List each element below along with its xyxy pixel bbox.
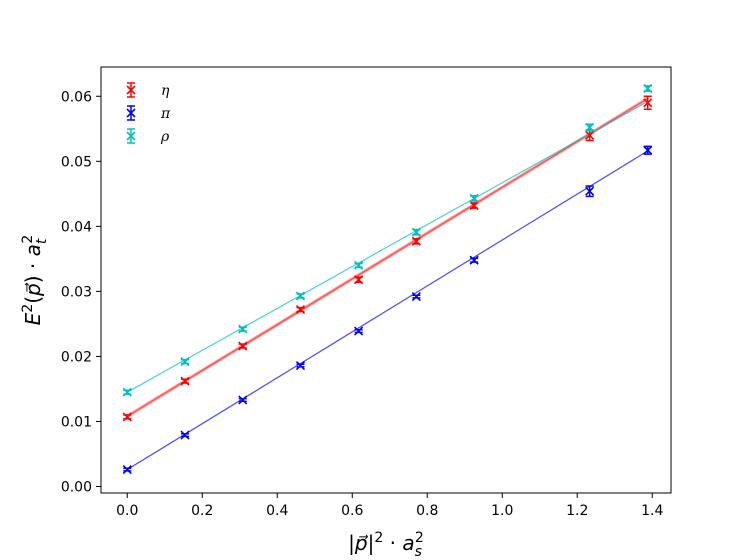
x-marker — [469, 200, 479, 211]
legend-label: π — [160, 106, 171, 122]
data-point — [295, 305, 306, 315]
x-marker — [411, 227, 421, 237]
data-point — [295, 291, 306, 301]
fit-line — [126, 150, 649, 471]
data-point — [354, 260, 364, 270]
legend-label: η — [161, 83, 170, 99]
fit-line — [126, 100, 649, 393]
plot-frame — [100, 66, 672, 494]
data-point — [238, 341, 248, 351]
legend: ηπρ — [126, 82, 171, 145]
fit-line — [126, 97, 649, 417]
x-tick-label: 1.0 — [491, 503, 513, 519]
x-marker — [585, 122, 595, 133]
x-marker — [180, 357, 190, 367]
x-marker — [643, 98, 653, 108]
data-point — [238, 324, 248, 334]
data-point — [180, 430, 190, 440]
x-marker — [411, 292, 421, 302]
data-point — [238, 395, 248, 405]
data-points — [122, 83, 653, 475]
x-marker — [295, 360, 306, 371]
y-tick-label: 0.04 — [61, 219, 92, 235]
legend-item: ρ — [126, 128, 170, 145]
x-tick-label: 1.2 — [566, 503, 588, 519]
y-tick-label: 0.01 — [61, 414, 92, 430]
x-marker — [643, 83, 653, 94]
data-point — [585, 185, 595, 198]
x-tick-label: 0.4 — [266, 503, 288, 519]
y-tick-label: 0.02 — [61, 349, 92, 365]
data-point — [411, 292, 421, 302]
x-marker — [238, 341, 248, 351]
x-axis: 0.0 0.2 0.4 0.6 0.8 1.0 1.2 1.4 — [116, 493, 663, 519]
x-marker — [411, 236, 421, 246]
data-point — [354, 326, 364, 336]
y-axis: 0.00 0.01 0.02 0.03 0.04 0.05 0.06 — [61, 89, 101, 495]
x-marker — [180, 430, 190, 440]
data-point — [469, 200, 479, 211]
x-marker — [585, 186, 595, 196]
x-tick-label: 0.6 — [341, 503, 363, 519]
x-marker — [122, 465, 132, 475]
x-marker — [238, 395, 248, 405]
x-marker — [354, 326, 364, 336]
x-marker — [295, 305, 306, 315]
x-marker — [122, 387, 132, 397]
x-tick-label: 0.0 — [116, 503, 138, 519]
x-marker — [585, 130, 595, 140]
x-marker — [469, 193, 479, 203]
legend-item: π — [126, 105, 171, 122]
y-tick-label: 0.05 — [61, 154, 92, 170]
data-point — [354, 275, 364, 285]
x-tick-label: 0.8 — [416, 503, 438, 519]
x-marker — [180, 376, 190, 386]
legend-marker — [126, 131, 136, 141]
fit-lines — [126, 96, 649, 471]
y-tick-label: 0.06 — [61, 89, 92, 105]
legend-item: η — [126, 82, 170, 99]
data-point — [469, 255, 479, 265]
legend-marker — [126, 108, 136, 118]
x-marker — [122, 412, 132, 422]
data-point — [411, 236, 421, 246]
data-point — [180, 376, 190, 386]
y-tick-label: 0.00 — [61, 479, 92, 495]
x-marker — [354, 275, 364, 285]
y-tick-label: 0.03 — [61, 284, 92, 300]
data-point — [585, 122, 595, 133]
y-axis-title: E2(p⃗) · at2 — [20, 235, 50, 326]
x-marker — [469, 255, 479, 265]
data-point — [122, 412, 132, 422]
legend-marker — [126, 85, 136, 95]
x-tick-label: 0.2 — [191, 503, 213, 519]
data-point — [180, 357, 190, 367]
data-point — [295, 360, 306, 371]
legend-label: ρ — [160, 129, 170, 145]
data-point — [411, 227, 421, 237]
x-marker — [354, 260, 364, 270]
x-marker — [643, 145, 653, 155]
x-tick-label: 1.4 — [641, 503, 663, 519]
data-point — [122, 465, 132, 475]
x-marker — [295, 291, 306, 301]
data-point — [643, 145, 653, 155]
data-point — [643, 83, 653, 94]
data-point — [469, 193, 479, 203]
data-point — [643, 95, 653, 111]
x-marker — [238, 324, 248, 334]
data-point — [122, 387, 132, 397]
